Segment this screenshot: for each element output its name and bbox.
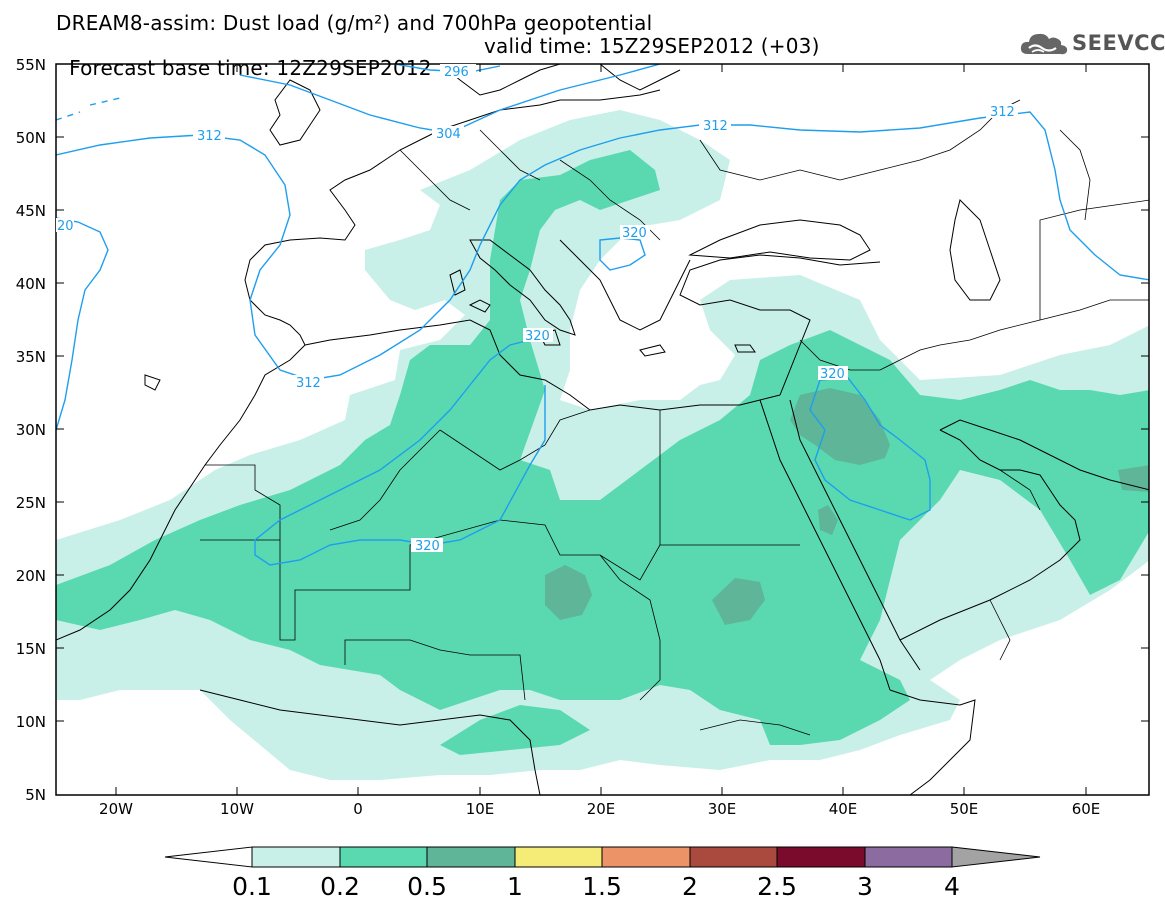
lat-label-5n: 5N [25,786,46,804]
contour-label-296: 296 [444,65,469,80]
lat-label-45n: 45N [15,202,46,220]
base-time-label: Forecast base time: 12Z29SEP2012 [69,56,432,80]
contour-label-320a: 320 [525,329,550,344]
cloud-icon [1020,33,1068,55]
lon-label-40e: 40E [828,800,858,818]
colorbar-label-1-5: 1.5 [582,872,622,901]
contour-label-320c: 320 [820,367,845,382]
lon-label-10e: 10E [465,800,495,818]
lon-label-60e: 60E [1071,800,1101,818]
lat-label-40n: 40N [15,275,46,293]
lat-label-35n: 35N [15,348,46,366]
colorbar-label-1: 1 [507,872,523,901]
lon-label-10w: 10W [220,800,254,818]
colorbar-label-0-2: 0.2 [320,872,360,901]
colorbar-label-2: 2 [682,872,698,901]
contour-label-312c: 312 [990,105,1015,120]
lat-label-25n: 25N [15,494,46,512]
contour-label-320b: 320 [415,539,440,554]
contour-labels: 296 304 312 312 312 312 320 320 320 320 … [56,64,1018,554]
lat-label-50n: 50N [15,129,46,147]
colorbar [164,846,1041,868]
lon-label-20w: 20W [99,800,133,818]
lon-label-30e: 30E [707,800,737,818]
lon-label-20e: 20E [586,800,616,818]
dust-layer-medium [56,150,1149,755]
contour-label-20: 20 [57,219,74,234]
axis-ticks [56,63,1149,795]
contour-label-304: 304 [436,127,461,142]
colorbar-label-0-5: 0.5 [407,872,447,901]
dust-layer-dark [545,388,1149,625]
colorbar-label-0-1: 0.1 [232,872,272,901]
logo-text: SEEVCCC [1072,31,1165,55]
political-borders [200,99,1149,736]
map-title: DREAM8-assim: Dust load (g/m²) and 700hP… [56,11,653,35]
lat-label-55n: 55N [15,56,46,74]
valid-time-label: valid time: 15Z29SEP2012 (+03) [484,34,820,58]
lat-label-15n: 15N [15,640,46,658]
seevccc-logo: SEEVCCC [1018,28,1165,60]
colorbar-label-4: 4 [944,872,960,901]
contour-label-312a: 312 [197,129,222,144]
lon-label-50e: 50E [949,800,979,818]
lon-label-0: 0 [353,800,363,818]
colorbar-label-3: 3 [857,872,873,901]
lat-label-20n: 20N [15,567,46,585]
lat-label-10n: 10N [15,713,46,731]
contour-label-312b: 312 [703,119,728,134]
contour-label-320d: 320 [622,226,647,241]
lat-label-30n: 30N [15,421,46,439]
contour-label-312d: 312 [296,376,321,391]
colorbar-label-2-5: 2.5 [757,872,797,901]
map-subtitle: Forecast base time: 12Z29SEP2012 valid t… [56,35,819,101]
